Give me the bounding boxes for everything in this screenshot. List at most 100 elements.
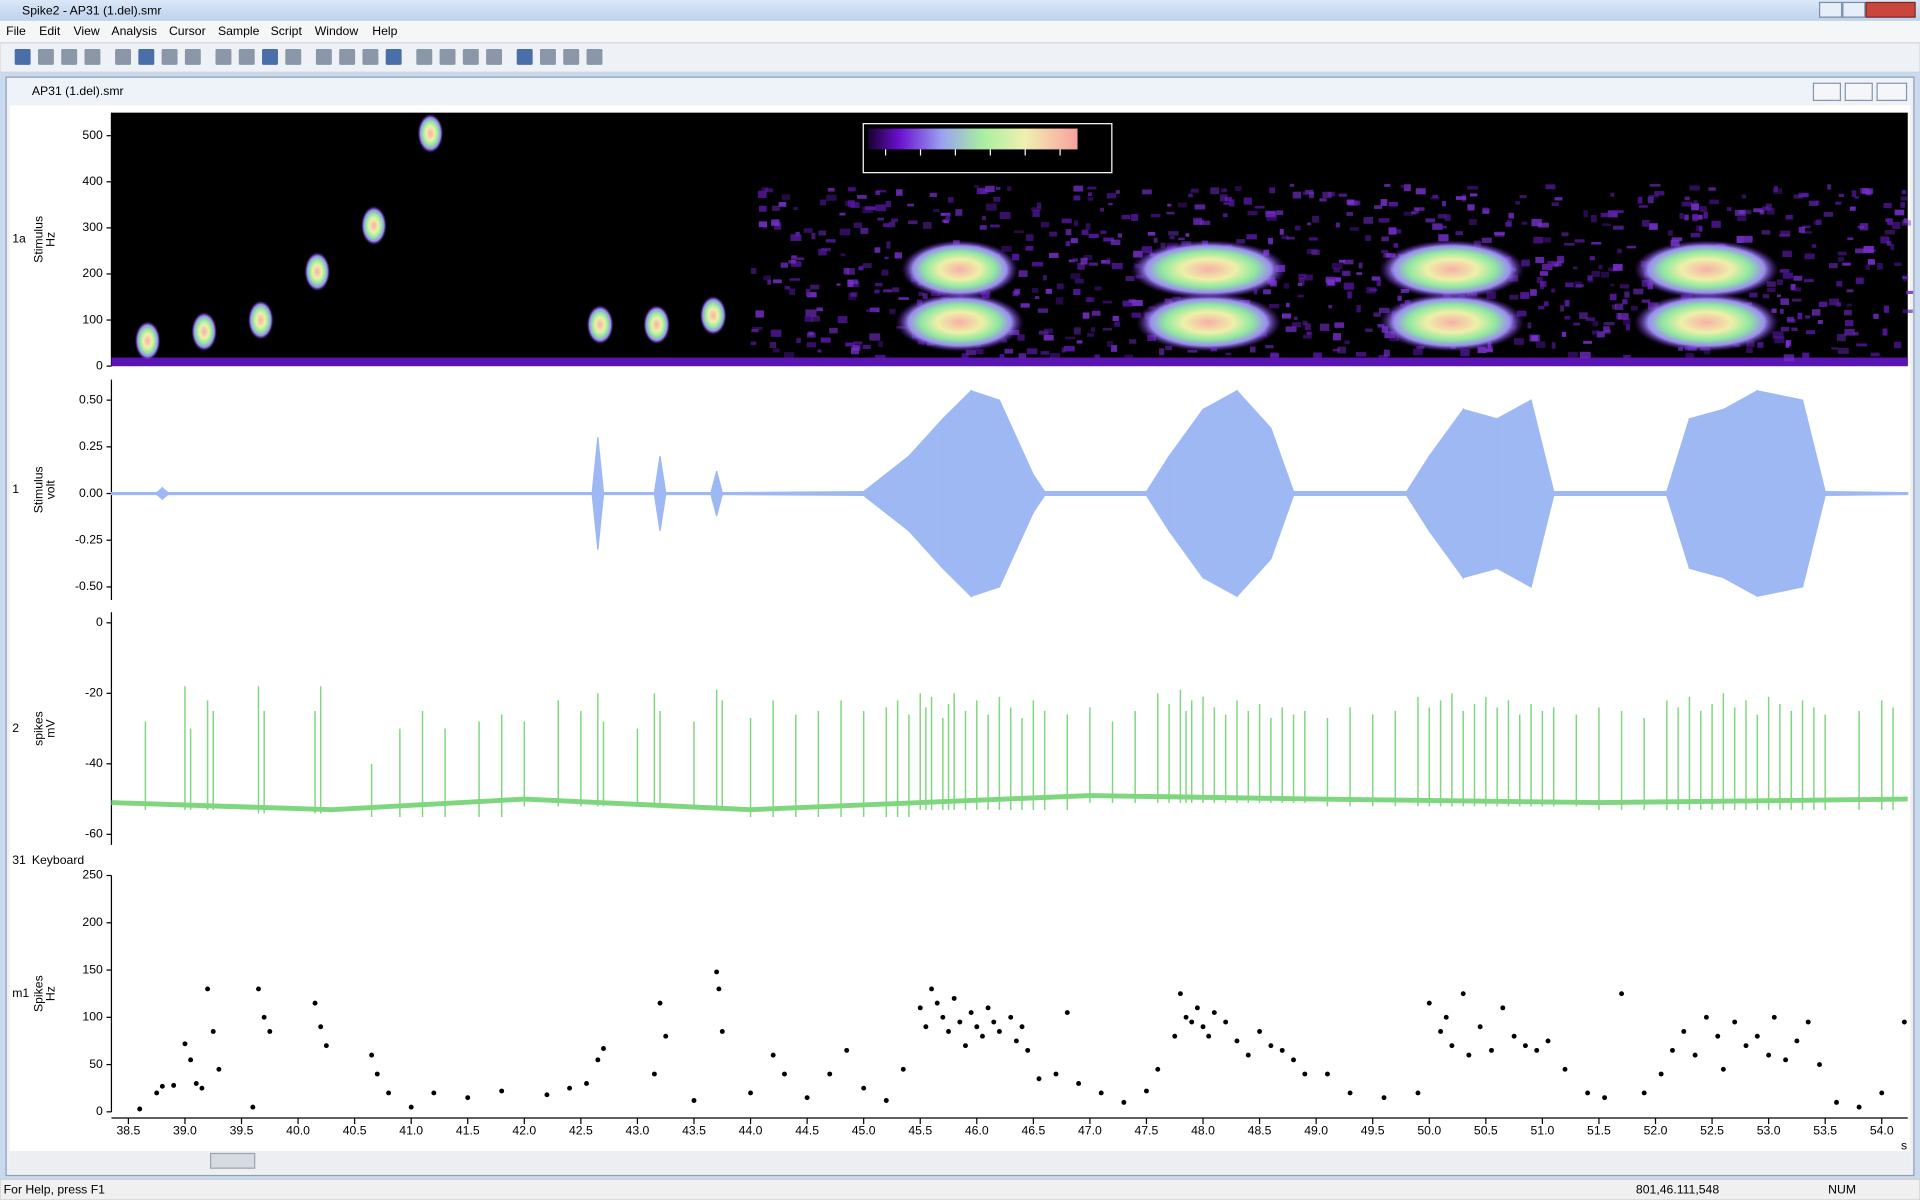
rate-point [900,1066,906,1072]
spectrogram-noise [795,231,800,237]
rate-point [1076,1081,1082,1086]
x-tick-label: 50.5 [1474,1124,1498,1138]
spectrogram-noise [1467,204,1475,211]
spectrogram-noise [1740,209,1752,215]
spectrogram-noise [1516,310,1527,317]
toolbar-icon[interactable] [184,48,201,65]
toolbar-icon[interactable] [540,48,556,65]
rate-point [946,1029,951,1034]
spectrogram-noise [1285,302,1290,308]
toolbar-icon[interactable] [61,48,78,65]
toolbar-icon[interactable] [563,48,580,65]
rate-point [1036,1076,1042,1082]
menu-item[interactable]: Script [271,24,303,38]
doc-minimize[interactable] [1812,82,1842,102]
rate-point [716,986,722,992]
toolbar-icon[interactable] [586,48,603,65]
spectrogram-noise [791,255,797,263]
spectrogram-noise [793,206,798,210]
maximize-button[interactable] [1842,1,1866,18]
close-button[interactable] [1865,1,1916,18]
spectrogram-energy [901,239,1019,299]
spectrogram-noise [1642,219,1650,227]
toolbar-icon[interactable] [262,48,278,65]
rate-point [1743,1043,1749,1049]
spectrogram-noise [1031,207,1042,211]
x-tick-label: 42.0 [512,1124,536,1138]
toolbar-icon[interactable] [439,48,456,65]
menu-item[interactable]: Window [315,24,359,38]
spectrogram-noise [1574,239,1585,243]
spectrogram-noise [1870,352,1880,357]
spectrogram-noise [1279,228,1284,235]
spectrogram-noise [789,288,795,295]
y-tick-label: 0 [96,1104,103,1118]
spectrogram-noise [750,267,757,274]
channel-number: 2 [12,721,19,735]
toolbar-icon[interactable] [238,48,255,65]
toolbar-icon[interactable] [362,48,379,65]
spectrogram-noise [1541,263,1553,271]
menu-item[interactable]: View [73,24,99,38]
menu-item[interactable]: Analysis [111,24,157,38]
x-tick-label: 45.0 [852,1124,876,1138]
menu-item[interactable]: Cursor [169,24,206,38]
spectrogram-noise [1393,243,1398,248]
toolbar-icon[interactable] [37,48,54,65]
spectrogram-noise [1573,266,1578,270]
spectrogram-noise [1025,245,1034,251]
spectrogram-noise [1319,323,1330,331]
menu-item[interactable]: Help [372,24,397,38]
spectrogram-noise [1509,294,1519,300]
spectrogram-noise [1817,319,1823,324]
toolbar-icon[interactable] [486,48,503,65]
toolbar-icon[interactable] [161,48,178,65]
spectrogram-noise [1771,308,1777,313]
spectrogram-noise [764,188,773,193]
doc-close[interactable] [1876,82,1908,102]
x-tick-label: 51.0 [1530,1124,1554,1138]
spectrogram-noise [1400,184,1409,188]
minimize-button[interactable] [1818,1,1843,18]
menu-item[interactable]: Sample [218,24,260,38]
waveform-envelope [1044,491,1148,497]
toolbar-icon[interactable] [339,48,356,65]
x-tick-label: 46.5 [1021,1124,1045,1138]
toolbar-icon[interactable] [285,48,302,65]
toolbar-icon[interactable] [516,48,533,65]
spectrogram-noise [1403,211,1413,216]
scrollbar[interactable] [9,1151,1911,1171]
toolbar-icon[interactable] [14,48,31,65]
toolbar-icon[interactable] [138,48,155,65]
spectrogram-noise [995,186,1001,190]
spectrogram-noise [1048,252,1059,258]
toolbar-icon[interactable] [462,48,479,65]
menu-item[interactable]: File [6,24,26,38]
spectrogram-noise [1150,213,1161,218]
spectrogram-noise [1859,223,1869,231]
toolbar-icon[interactable] [385,48,402,65]
rate-point [1879,1090,1885,1096]
spectrogram-noise [1302,320,1308,326]
rate-point [1025,1047,1031,1053]
toolbar-icon[interactable] [416,48,433,65]
spectrogram-noise [1486,348,1493,352]
toolbar-icon[interactable] [315,48,332,65]
spectrogram-noise [1083,255,1093,261]
menu-item[interactable]: Edit [39,24,61,38]
doc-restore[interactable] [1844,82,1873,102]
toolbar-icon[interactable] [84,48,101,65]
spectrogram-noise [1802,225,1811,229]
spectrogram-noise [1779,233,1791,237]
spectrogram-noise [862,206,873,214]
spectrogram-noise [1565,282,1574,288]
spectrogram-noise [1631,305,1638,311]
spectrogram-noise [1622,299,1628,305]
spectrogram-noise [805,288,811,296]
toolbar-icon[interactable] [115,48,132,65]
rate-point [1460,991,1466,997]
scroll-thumb[interactable] [210,1152,256,1169]
toolbar-icon[interactable] [215,48,232,65]
spectrogram-noise [1591,241,1602,245]
spectrogram-noise [1469,193,1478,197]
